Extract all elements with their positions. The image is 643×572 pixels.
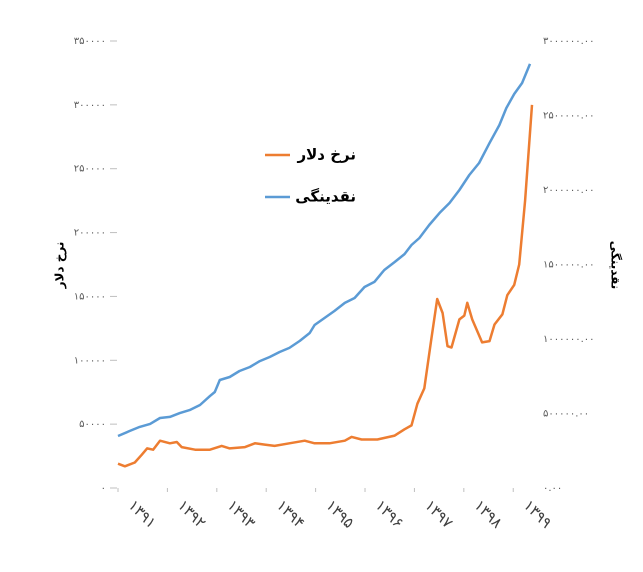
y2-tick-label: ۰.۰۰ — [543, 483, 562, 494]
y-tick-label: ۳۰۰۰۰۰ — [74, 100, 106, 111]
y-tick-label: ۰ — [101, 483, 106, 494]
x-tick-label: ۱۳۹۷ — [421, 496, 457, 532]
x-tick-label: ۱۳۹۶ — [372, 496, 408, 532]
y2-tick-label: ۱۰۰۰۰۰۰.۰۰ — [543, 334, 595, 345]
y-tick-label: ۵۰۰۰۰ — [79, 419, 106, 430]
x-tick-label: ۱۳۹۸ — [471, 496, 507, 532]
x-tick-label: ۱۳۹۱ — [125, 496, 161, 532]
y2-tick-label: ۱۵۰۰۰۰۰.۰۰ — [543, 260, 595, 271]
x-tick-label: ۱۳۹۵ — [322, 496, 358, 532]
y-tick-label: ۱۵۰۰۰۰ — [74, 291, 106, 302]
y-tick-label: ۲۰۰۰۰۰ — [74, 228, 106, 239]
y-tick-label: ۳۵۰۰۰۰ — [74, 36, 106, 47]
y-tick-label: ۲۵۰۰۰۰ — [74, 164, 106, 175]
y-axis-title: نرخ دلار — [53, 242, 67, 290]
x-tick-label: ۱۳۹۳ — [224, 496, 260, 532]
legend-label: نقدینگی — [295, 188, 356, 206]
y2-tick-label: ۲۰۰۰۰۰۰.۰۰ — [543, 185, 595, 196]
y2-tick-label: ۵۰۰۰۰۰.۰۰ — [543, 409, 589, 420]
series-line — [117, 104, 534, 468]
y2-axis-title: نقدینگی — [609, 241, 623, 290]
series-line — [117, 63, 532, 438]
x-tick-label: ۱۳۹۹ — [520, 496, 556, 532]
x-tick-label: ۱۳۹۲ — [174, 496, 210, 532]
x-tick-label: ۱۳۹۴ — [273, 496, 309, 532]
legend-label: نرخ دلار — [297, 146, 357, 164]
y-tick-label: ۱۰۰۰۰۰ — [74, 355, 106, 366]
y2-tick-label: ۲۵۰۰۰۰۰.۰۰ — [543, 111, 595, 122]
y2-tick-label: ۳۰۰۰۰۰۰.۰۰ — [543, 36, 595, 47]
